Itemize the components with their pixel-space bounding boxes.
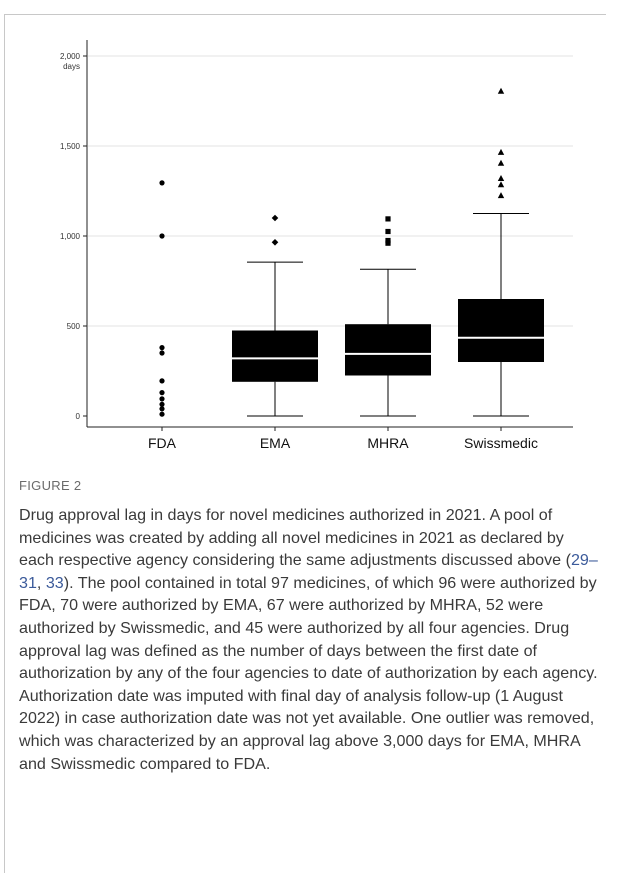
- outlier-circle: [159, 401, 165, 407]
- outlier-triangle: [497, 159, 505, 166]
- box-iqr: [458, 299, 544, 362]
- figure-label: FIGURE 2: [19, 478, 82, 493]
- outlier-square: [385, 216, 391, 222]
- y-tick-label: 1,000: [60, 232, 81, 241]
- caption-ref-separator: ,: [36, 573, 46, 592]
- outlier-circle: [159, 233, 165, 239]
- outlier-triangle: [497, 192, 505, 199]
- x-category-label: Swissmedic: [464, 435, 538, 451]
- outlier-triangle: [497, 148, 505, 155]
- figure-caption: Drug approval lag in days for novel medi…: [19, 504, 601, 775]
- outlier-triangle: [497, 175, 505, 181]
- x-category-label: EMA: [260, 435, 291, 451]
- caption-ref-link[interactable]: 33: [45, 573, 64, 592]
- figure-frame-left: [4, 14, 5, 873]
- outlier-circle: [159, 345, 165, 351]
- y-unit-label: days: [63, 62, 80, 71]
- outlier-circle: [159, 350, 165, 356]
- outlier-triangle: [497, 181, 505, 188]
- box-iqr: [345, 324, 431, 376]
- outlier-diamond: [271, 214, 279, 222]
- x-category-label: FDA: [148, 435, 177, 451]
- y-tick-label: 500: [67, 322, 81, 331]
- outlier-diamond: [271, 239, 279, 246]
- caption-text-part2: ). The pool contained in total 97 medici…: [19, 573, 598, 773]
- caption-ref-link[interactable]: 29: [570, 551, 589, 570]
- caption-text-part1: Drug approval lag in days for novel medi…: [19, 506, 571, 570]
- outlier-circle: [159, 390, 165, 396]
- outlier-circle: [159, 406, 165, 412]
- outlier-circle: [159, 411, 165, 417]
- outlier-square: [385, 240, 391, 246]
- outlier-circle: [159, 396, 165, 402]
- figure-frame-top: [4, 14, 606, 15]
- outlier-circle: [159, 378, 165, 384]
- caption-ref-separator: –: [588, 551, 598, 570]
- outlier-circle: [159, 180, 165, 186]
- y-tick-label: 2,000: [60, 52, 81, 61]
- caption-ref-link[interactable]: 31: [19, 573, 37, 592]
- y-tick-label: 0: [76, 412, 81, 421]
- outlier-square: [385, 237, 391, 244]
- x-category-label: MHRA: [367, 435, 409, 451]
- y-tick-label: 1,500: [60, 142, 81, 151]
- box-iqr: [232, 330, 318, 382]
- outlier-triangle: [497, 87, 505, 94]
- outlier-square: [385, 228, 391, 235]
